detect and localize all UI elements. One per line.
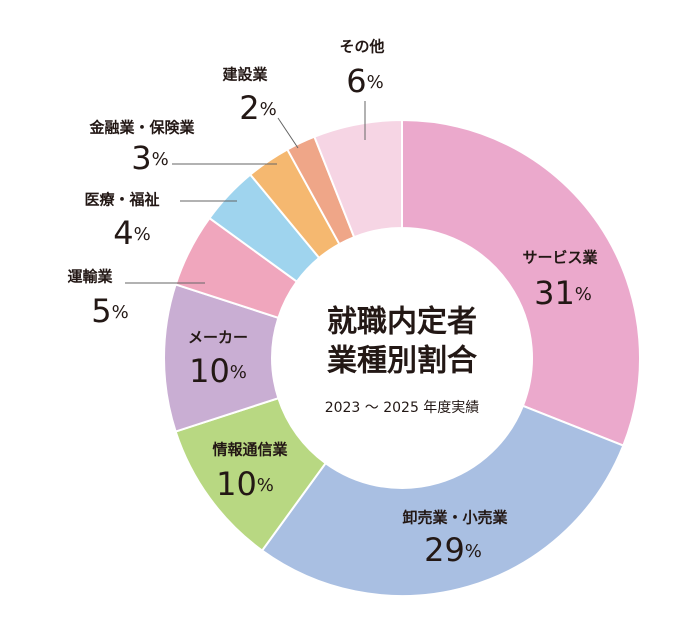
donut-segment <box>313 118 403 239</box>
donut-segment <box>401 118 641 447</box>
segment-label: 金融業・保険業 <box>88 119 195 137</box>
value-label: 6% <box>346 62 383 100</box>
chart-subtitle: 2023 ～ 2025 年度実績 <box>325 400 480 416</box>
segment-label: 医療・福祉 <box>84 191 159 209</box>
value-label: 10% <box>216 465 274 503</box>
segment-label: 運輸業 <box>67 268 113 286</box>
segment-label: 情報通信業 <box>212 441 288 459</box>
value-label: 5% <box>91 292 128 330</box>
segment-label: サービス業 <box>522 249 598 267</box>
value-label: 4% <box>113 214 150 252</box>
segment-label: メーカー <box>188 329 248 347</box>
chart-title: 就職内定者 <box>327 305 477 340</box>
value-label: 29% <box>424 531 482 569</box>
segment-label: 建設業 <box>222 66 268 84</box>
value-label: 3% <box>131 139 168 177</box>
value-label: 31% <box>534 274 592 312</box>
donut-segment <box>260 404 625 597</box>
value-label: 10% <box>189 352 247 390</box>
segment-label: 卸売業・小売業 <box>402 509 508 527</box>
segment-label: その他 <box>339 38 384 56</box>
leader-line <box>277 117 299 149</box>
value-label: 2% <box>239 89 276 127</box>
chart-title: 業種別割合 <box>327 344 477 379</box>
